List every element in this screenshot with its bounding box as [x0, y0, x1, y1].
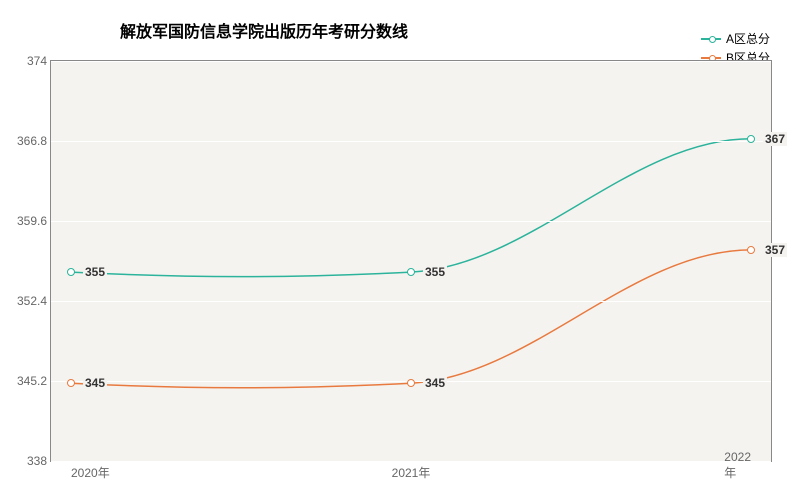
- plot-area: 338345.2352.4359.6366.83742020年2021年2022…: [50, 60, 772, 462]
- gridline: [51, 301, 771, 302]
- legend-swatch-a: [701, 38, 721, 40]
- series-line: [71, 139, 751, 277]
- gridline: [51, 221, 771, 222]
- y-axis-label: 359.6: [9, 214, 47, 228]
- x-axis-label: 2022年: [724, 450, 751, 481]
- gridline: [51, 461, 771, 462]
- chart-title: 解放军国防信息学院出版历年考研分数线: [120, 18, 408, 42]
- chart-container: 解放军国防信息学院出版历年考研分数线 A区总分 B区总分 338345.2352…: [0, 0, 800, 500]
- y-axis-label: 374: [9, 54, 47, 68]
- y-axis-label: 345.2: [9, 374, 47, 388]
- legend-label-a: A区总分: [726, 30, 770, 47]
- data-marker: [407, 379, 415, 387]
- data-marker: [67, 268, 75, 276]
- chart-lines: [51, 61, 771, 461]
- y-axis-label: 338: [9, 454, 47, 468]
- x-axis-label: 2021年: [392, 464, 431, 481]
- x-axis-label: 2020年: [71, 464, 110, 481]
- data-marker: [747, 246, 755, 254]
- y-axis-label: 366.8: [9, 134, 47, 148]
- y-axis-label: 352.4: [9, 294, 47, 308]
- data-value-label: 355: [423, 265, 447, 279]
- data-value-label: 357: [763, 243, 787, 257]
- data-value-label: 345: [423, 376, 447, 390]
- data-marker: [747, 135, 755, 143]
- gridline: [51, 61, 771, 62]
- legend-item-a[interactable]: A区总分: [701, 30, 770, 47]
- data-value-label: 367: [763, 132, 787, 146]
- data-marker: [407, 268, 415, 276]
- data-value-label: 355: [83, 265, 107, 279]
- data-value-label: 345: [83, 376, 107, 390]
- data-marker: [67, 379, 75, 387]
- legend-swatch-b: [701, 57, 721, 59]
- gridline: [51, 141, 771, 142]
